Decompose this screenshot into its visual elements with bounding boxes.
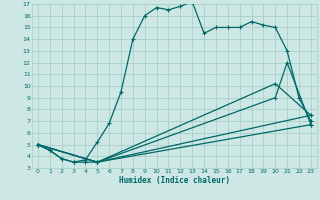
X-axis label: Humidex (Indice chaleur): Humidex (Indice chaleur) [119, 176, 230, 185]
